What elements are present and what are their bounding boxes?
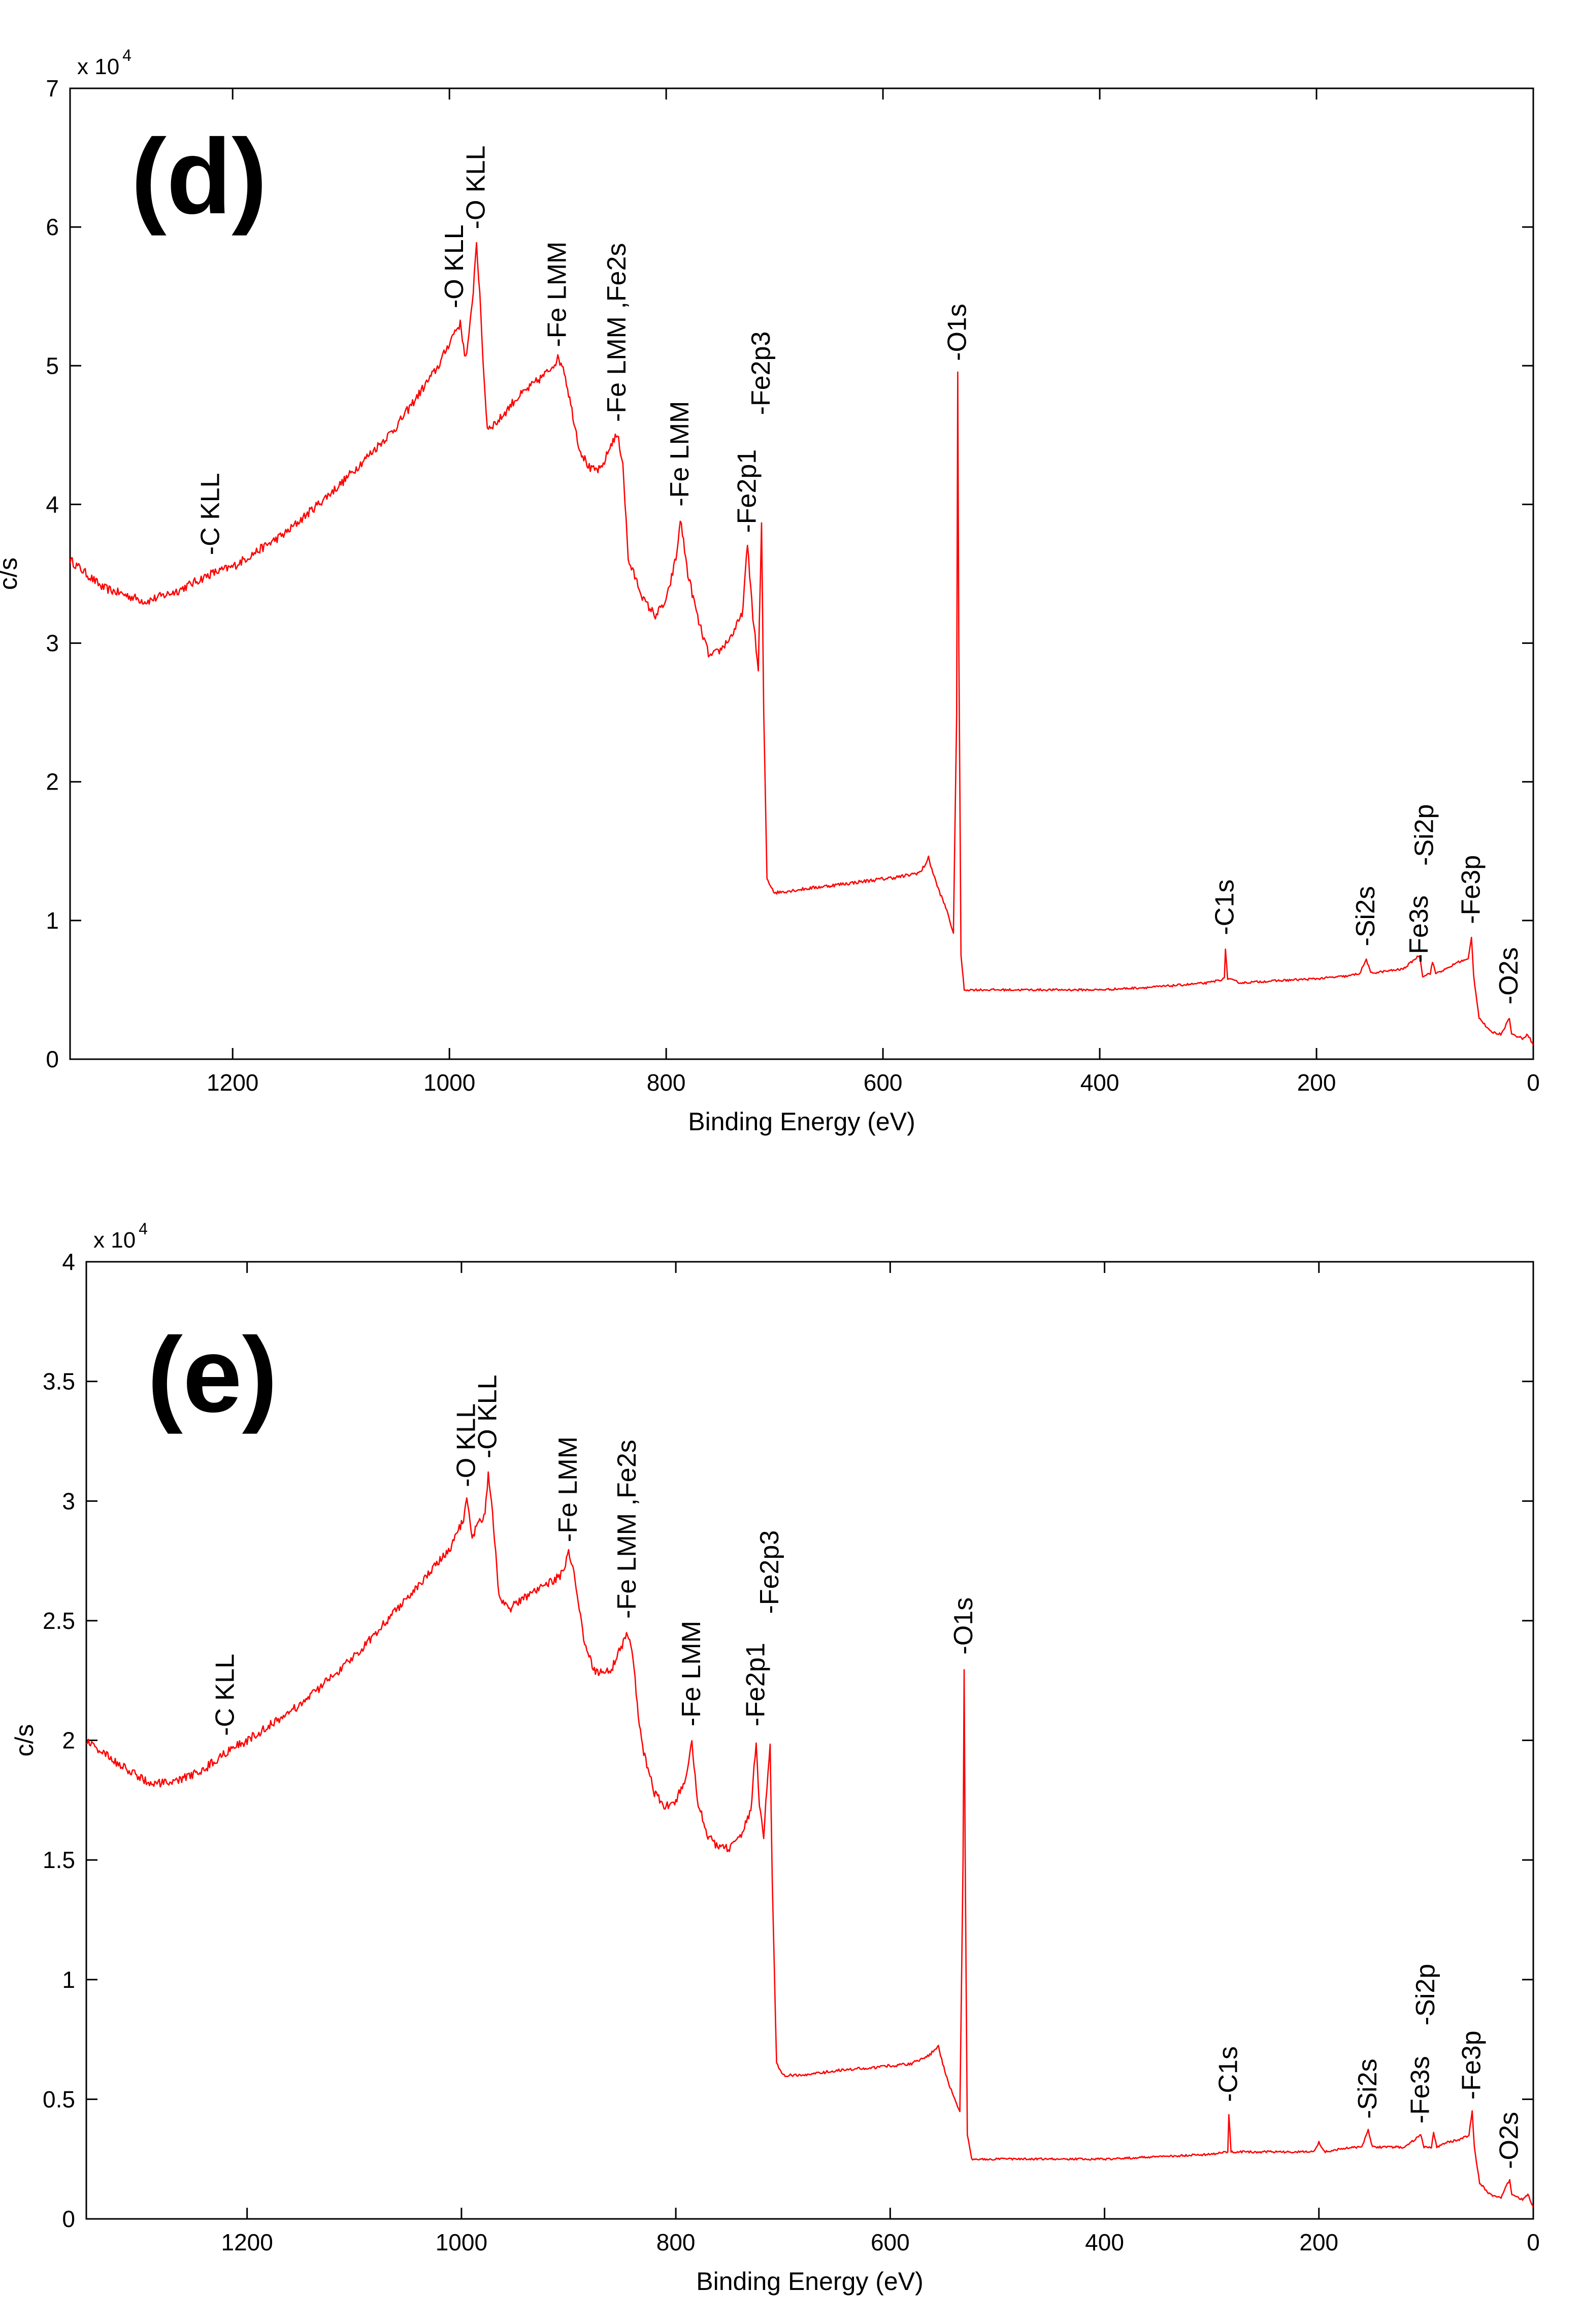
peak-label: -Fe LMM [665,401,695,507]
panel-label: (d) [131,117,267,236]
peak-label: -Si2s [1351,886,1380,946]
x-tick-label: 1200 [221,2229,273,2255]
peak-label: -Fe3p [1456,855,1486,924]
y-tick-label: 3 [62,1488,75,1514]
axis-multiplier: x 10 4 [93,1220,148,1253]
y-tick-label: 0.5 [43,2086,75,2112]
y-tick-label: 0 [62,2206,75,2232]
peak-label: -Fe LMM [677,1621,706,1726]
x-tick-label: 1000 [436,2229,487,2255]
peak-label: -C1s [1210,879,1240,935]
peak-label: -Fe LMM ,Fe2s [612,1439,642,1619]
y-tick-label: 0 [46,1046,59,1072]
x-tick-label: 0 [1527,1069,1540,1096]
multiplier-base: x 10 [93,1228,136,1253]
x-tick-label: 800 [647,1069,686,1096]
peak-label: -Si2s [1353,2058,1382,2118]
x-axis-label: Binding Energy (eV) [688,1107,915,1136]
y-tick-label: 4 [46,491,59,517]
peak-label: -O2s [1494,947,1524,1005]
spectrum-line [86,1471,1533,2208]
y-axis-label: c/s [0,558,22,590]
peak-label: -Fe2p3 [755,1530,784,1614]
peak-label: -Fe LMM [553,1436,583,1542]
x-tick-label: 400 [1080,1069,1119,1096]
x-tick-label: 200 [1299,2229,1338,2255]
peak-label: -O1s [942,304,972,361]
peak-label: -Fe2p3 [746,332,776,415]
peak-label: -Fe LMM ,Fe2s [602,243,632,422]
y-tick-label: 5 [46,352,59,379]
peak-label: -O KLL [462,146,491,230]
peak-label: -C KLL [196,473,225,555]
y-tick-label: 1 [62,1967,75,1993]
axis-multiplier: x 10 4 [77,46,131,79]
peak-label: -C1s [1213,2046,1243,2102]
y-tick-label: 2.5 [43,1608,75,1634]
peak-label: -Si2p [1411,1964,1440,2025]
y-tick-label: 1.5 [43,1847,75,1873]
peak-label: -O2s [1495,2112,1524,2169]
y-tick-label: 3 [46,630,59,657]
peak-label: -Fe2p1 [741,1643,770,1726]
x-tick-label: 0 [1527,2229,1540,2255]
y-tick-label: 1 [46,907,59,934]
x-tick-label: 1000 [423,1069,475,1096]
x-tick-label: 400 [1085,2229,1124,2255]
x-axis-label: Binding Energy (eV) [696,2267,923,2296]
peak-label: -Si2p [1410,804,1439,866]
peak-label: -Fe3p [1457,2031,1487,2100]
chart-panel-e: 1200 1000 800 600 400 200 000.511.522.533.54x … [10,1220,1540,2296]
peak-label: -C KLL [210,1654,240,1736]
y-tick-label: 7 [46,75,59,102]
x-tick-label: 600 [864,1069,903,1096]
x-tick-label: 600 [871,2229,910,2255]
y-tick-label: 3.5 [43,1368,75,1395]
x-tick-label: 1200 [207,1069,258,1096]
peak-label: -Fe3s [1405,2056,1435,2123]
y-tick-label: 6 [46,214,59,240]
peak-label: -O KLL [473,1374,503,1458]
multiplier-exponent: 4 [139,1220,148,1238]
y-tick-label: 2 [62,1727,75,1754]
x-tick-label: 800 [656,2229,696,2255]
peak-label: -Fe LMM [543,242,572,347]
peak-label: -O KLL [451,1403,481,1487]
multiplier-base: x 10 [77,54,119,79]
plot-frame [69,87,1534,1060]
panel-label: (e) [147,1315,278,1434]
peak-label: -O1s [949,1597,978,1655]
y-axis-label: c/s [10,1724,39,1757]
x-tick-label: 200 [1297,1069,1336,1096]
spectrum-line [70,242,1533,1046]
peak-label: -Fe3s [1404,895,1434,963]
multiplier-exponent: 4 [122,46,131,64]
y-tick-label: 2 [46,769,59,795]
peak-label: -O KLL [440,224,469,308]
y-tick-label: 4 [62,1249,75,1275]
peak-label: -Fe2p1 [732,449,762,533]
